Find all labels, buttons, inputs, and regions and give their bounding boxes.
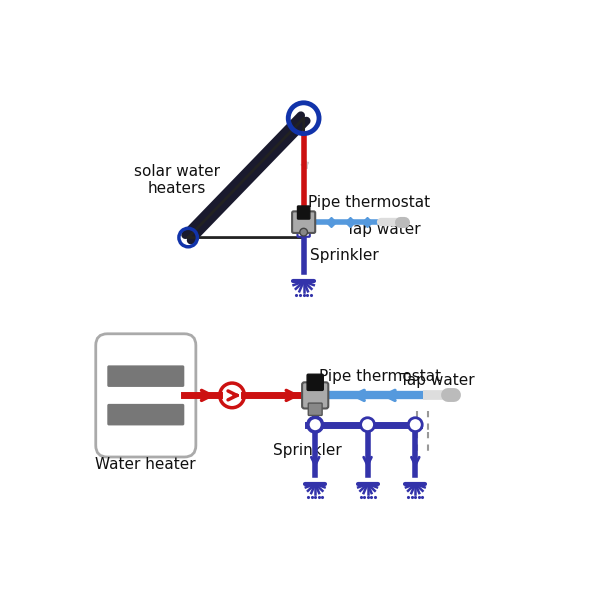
Circle shape <box>300 229 308 236</box>
Circle shape <box>308 417 323 433</box>
FancyBboxPatch shape <box>107 365 184 387</box>
Text: Water heater: Water heater <box>95 457 196 472</box>
FancyBboxPatch shape <box>96 334 196 457</box>
Text: Pipe thermostat: Pipe thermostat <box>308 196 430 211</box>
Text: Tap water: Tap water <box>400 373 475 388</box>
Circle shape <box>308 418 322 431</box>
Circle shape <box>409 418 422 431</box>
FancyBboxPatch shape <box>302 382 328 409</box>
Text: Tap water: Tap water <box>346 223 421 238</box>
FancyBboxPatch shape <box>308 403 322 415</box>
Text: Pipe thermostat: Pipe thermostat <box>319 368 441 383</box>
FancyBboxPatch shape <box>292 211 315 233</box>
FancyBboxPatch shape <box>107 404 184 425</box>
FancyBboxPatch shape <box>307 374 323 391</box>
Text: Sprinkler: Sprinkler <box>310 248 379 263</box>
FancyBboxPatch shape <box>298 206 310 219</box>
Text: Sprinkler: Sprinkler <box>273 443 341 458</box>
Circle shape <box>361 418 374 431</box>
Text: solar water
heaters: solar water heaters <box>134 164 220 196</box>
FancyBboxPatch shape <box>298 226 310 237</box>
